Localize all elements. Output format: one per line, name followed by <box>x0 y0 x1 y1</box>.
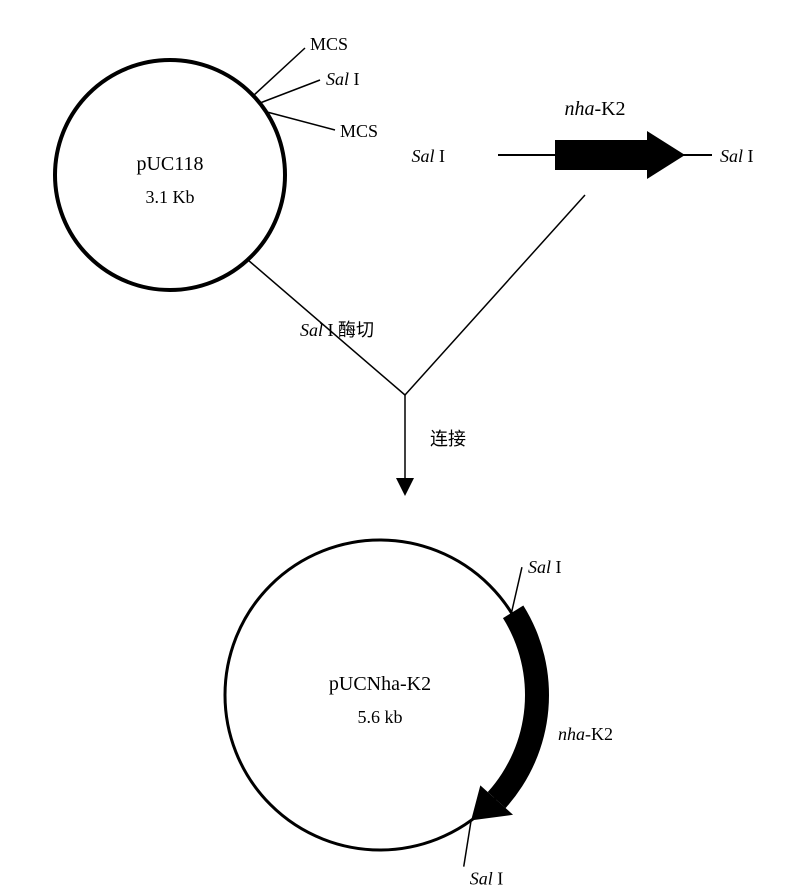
sal-mid-label: Sal I <box>326 69 360 89</box>
plasmid-top-size: 3.1 Kb <box>146 187 195 207</box>
plasmid-top-name: pUC118 <box>136 153 203 175</box>
mark-top-label: Sal I <box>528 557 562 577</box>
merge-arrowhead <box>396 478 414 496</box>
mcs-bot-line <box>267 112 335 130</box>
sal-mid-line <box>260 80 320 103</box>
fragment-sal-right: Sal I <box>720 146 754 166</box>
mark-top-line <box>511 567 521 613</box>
fragment-arrow-head <box>647 131 685 179</box>
insert-arc-body <box>488 605 549 808</box>
fragment-arrow-body <box>555 140 647 170</box>
plasmid-top-circle <box>55 60 285 290</box>
diagram-canvas: pUC118 3.1 Kb MCS Sal I MCS nha-K2 Sal I Sal I S… <box>0 0 800 896</box>
mcs-bot-label: MCS <box>340 121 378 141</box>
merge-right-line <box>405 195 585 395</box>
mark-bot-line <box>464 820 471 866</box>
label-digest: Sal I 酶切 <box>300 320 374 340</box>
fragment-sal-left: Sal I <box>411 146 445 166</box>
fragment-title: nha-K2 <box>564 98 625 120</box>
label-ligate: 连接 <box>430 429 466 449</box>
mark-mid-label: nha-K2 <box>558 724 613 744</box>
plasmid-bottom-name: pUCNha-K2 <box>329 673 431 695</box>
mcs-top-label: MCS <box>310 34 348 54</box>
mark-bot-label: Sal I <box>470 869 504 889</box>
plasmid-bottom-size: 5.6 kb <box>358 707 403 727</box>
